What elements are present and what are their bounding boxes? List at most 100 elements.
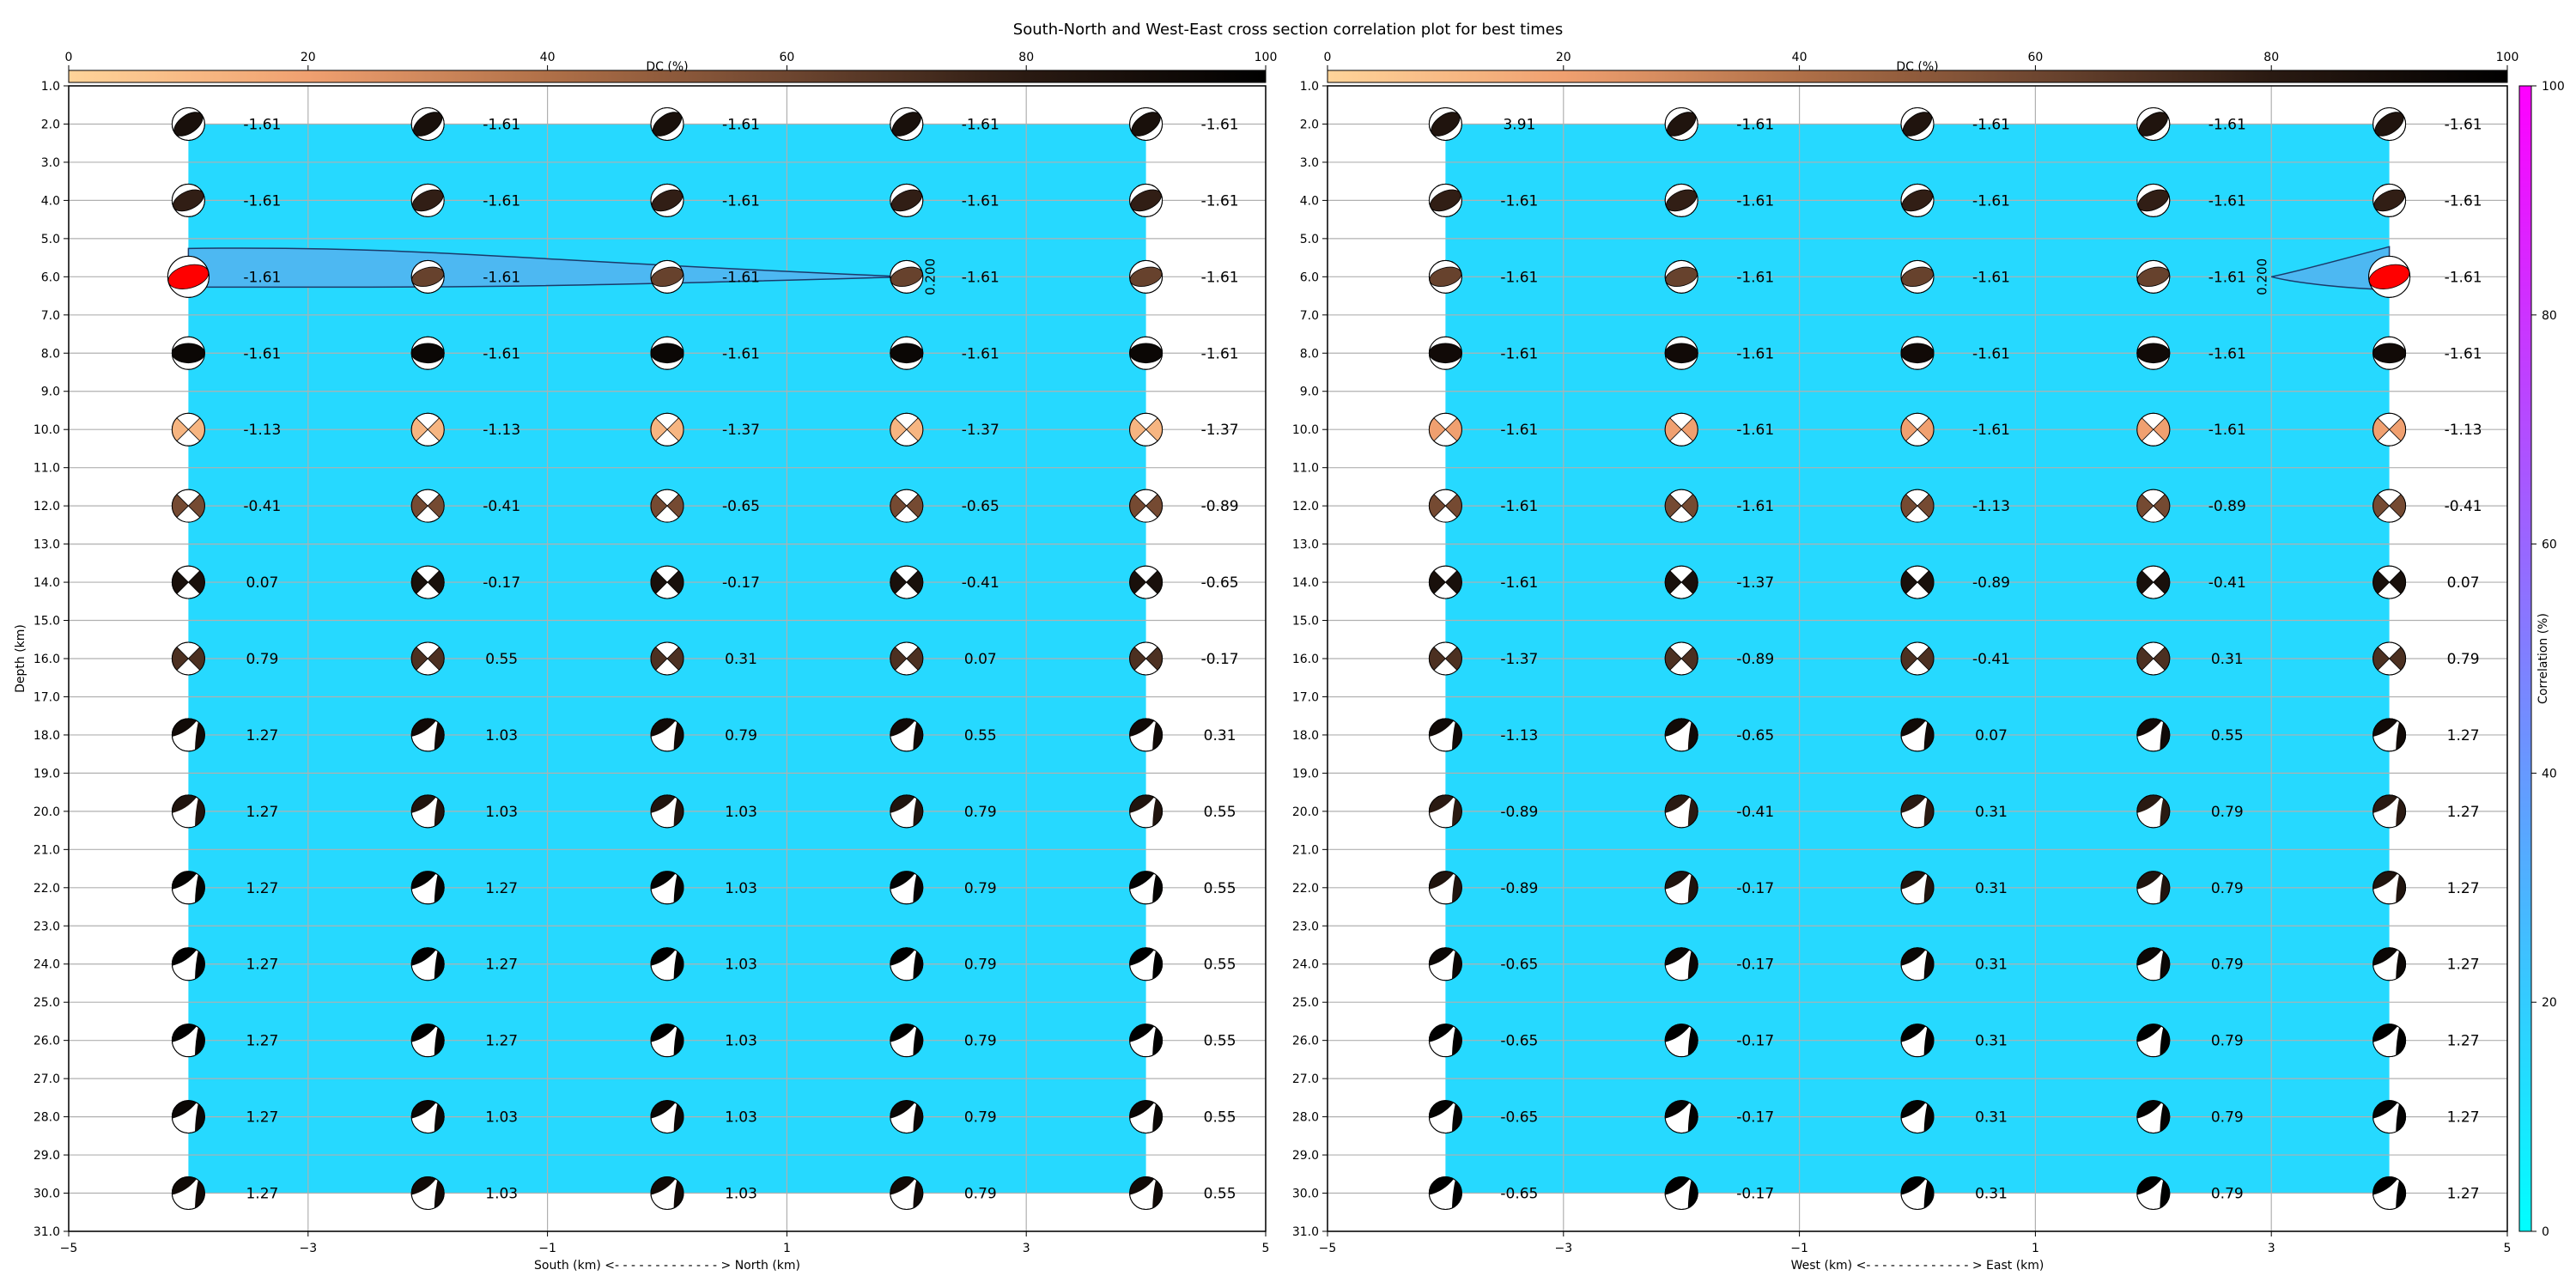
beachball-plane bbox=[895, 494, 919, 518]
beachball-fill bbox=[667, 647, 683, 671]
beachball-outline bbox=[1129, 718, 1163, 752]
beachball-outline bbox=[1428, 106, 1462, 141]
beachball-outline bbox=[650, 871, 684, 905]
beachball-fill bbox=[890, 494, 907, 518]
beachball bbox=[650, 259, 684, 294]
beachball-fill bbox=[1145, 570, 1163, 594]
time-label: -1.61 bbox=[1500, 269, 1538, 286]
beachball-fill bbox=[188, 570, 205, 594]
time-label: 0.79 bbox=[964, 1186, 997, 1203]
beachball-outline bbox=[890, 412, 924, 447]
beachball-outline bbox=[410, 106, 445, 141]
beachball-fill bbox=[2372, 947, 2398, 966]
beachball bbox=[1428, 947, 1462, 981]
beachball-outline bbox=[171, 565, 205, 599]
beachball-outline bbox=[2136, 106, 2171, 141]
dc-colorbar-tick-label: 60 bbox=[779, 51, 794, 64]
beachball bbox=[890, 1024, 924, 1058]
beachball bbox=[650, 565, 684, 599]
y-tick-label: 31.0 bbox=[1292, 1225, 1319, 1239]
beachball-fill bbox=[650, 1176, 676, 1195]
time-label: -1.61 bbox=[1736, 498, 1774, 515]
beachball-fill bbox=[1901, 417, 1917, 441]
beachball-fill bbox=[1445, 417, 1462, 441]
beachball-outline bbox=[1428, 412, 1462, 447]
time-label: -1.61 bbox=[722, 192, 760, 210]
beachball-fill bbox=[1665, 570, 1682, 594]
time-label: 1.27 bbox=[2447, 1109, 2480, 1127]
beachball bbox=[890, 1100, 924, 1134]
panel-west-east: 0.200 3.91 -1.61 -1.61 -1.61 -1.61 -1.61 -1.61 -… bbox=[1292, 51, 2519, 1273]
beachball bbox=[1664, 718, 1698, 752]
time-label: 0.55 bbox=[964, 727, 997, 744]
beachball bbox=[1428, 718, 1462, 752]
beachball-fill bbox=[1429, 1024, 1454, 1042]
beachball bbox=[2136, 183, 2171, 217]
beachball bbox=[2372, 1100, 2407, 1134]
time-label: 1.27 bbox=[2447, 1186, 2480, 1203]
beachball bbox=[1428, 1176, 1462, 1211]
beachball bbox=[171, 106, 205, 141]
beachball-plane bbox=[895, 647, 919, 671]
y-tick-label: 5.0 bbox=[41, 233, 60, 246]
beachball bbox=[2372, 489, 2407, 523]
beachball bbox=[171, 947, 205, 981]
beachball bbox=[171, 641, 205, 676]
beachball-outline bbox=[1900, 412, 1935, 447]
y-tick-label: 10.0 bbox=[1292, 423, 1319, 437]
beachball-outline bbox=[1129, 412, 1163, 447]
beachball-plane bbox=[416, 494, 440, 518]
beachball bbox=[650, 106, 684, 141]
beachball bbox=[650, 489, 684, 523]
beachball-fill bbox=[2372, 570, 2390, 594]
beachball-fill bbox=[1665, 718, 1690, 737]
x-tick-label: −3 bbox=[1554, 1242, 1572, 1255]
beachball-fill bbox=[1129, 1176, 1155, 1195]
beachball-outline bbox=[2136, 183, 2171, 217]
beachball-plane bbox=[655, 647, 679, 671]
beachball bbox=[1900, 794, 1935, 829]
y-tick-label: 1.0 bbox=[41, 80, 60, 94]
beachball-fill bbox=[1129, 494, 1146, 518]
y-tick-label: 28.0 bbox=[1292, 1111, 1319, 1125]
beachball-plane bbox=[2142, 647, 2166, 671]
time-label: -0.89 bbox=[1972, 574, 2010, 592]
beachball-plane bbox=[1133, 647, 1158, 671]
y-tick-label: 25.0 bbox=[33, 996, 60, 1010]
beachball bbox=[890, 106, 924, 141]
y-tick-label: 7.0 bbox=[1300, 309, 1319, 323]
beachball-fill bbox=[1665, 1100, 1690, 1119]
beachball-plane bbox=[1433, 570, 1458, 594]
dc-colorbar-tick-label: 100 bbox=[1255, 51, 1278, 64]
y-tick-label: 2.0 bbox=[1300, 118, 1319, 131]
beachball bbox=[1900, 1176, 1935, 1211]
beachball-fill bbox=[1900, 1100, 1926, 1119]
time-label: 1.27 bbox=[2447, 804, 2480, 821]
beachball-fill bbox=[188, 647, 205, 671]
y-tick-label: 24.0 bbox=[33, 958, 60, 972]
beachball-fill bbox=[172, 494, 189, 518]
time-label: 0.31 bbox=[1975, 804, 2008, 821]
beachball-outline bbox=[650, 947, 684, 981]
beachball-outline bbox=[650, 106, 684, 141]
beachball-fill bbox=[1429, 570, 1446, 594]
beachball-outline bbox=[1900, 259, 1935, 294]
beachball bbox=[890, 794, 924, 829]
beachball-outline bbox=[1129, 1024, 1163, 1058]
y-tick-label: 3.0 bbox=[1300, 156, 1319, 170]
y-tick-label: 22.0 bbox=[33, 882, 60, 896]
beachball-fill bbox=[1917, 494, 1934, 518]
time-label: 1.27 bbox=[485, 957, 518, 974]
beachball-fill bbox=[650, 794, 676, 813]
beachball bbox=[410, 871, 445, 905]
y-tick-label: 17.0 bbox=[33, 690, 60, 704]
beachball bbox=[1129, 336, 1163, 370]
beachball bbox=[1129, 259, 1163, 294]
beachball-outline bbox=[171, 489, 205, 523]
beachball-plane bbox=[1133, 494, 1158, 518]
x-tick-label: 5 bbox=[2504, 1242, 2512, 1255]
beachball-plane bbox=[176, 417, 201, 441]
beachball-outline bbox=[2136, 565, 2171, 599]
time-label: 1.27 bbox=[246, 1186, 278, 1203]
time-label: 1.27 bbox=[2447, 957, 2480, 974]
